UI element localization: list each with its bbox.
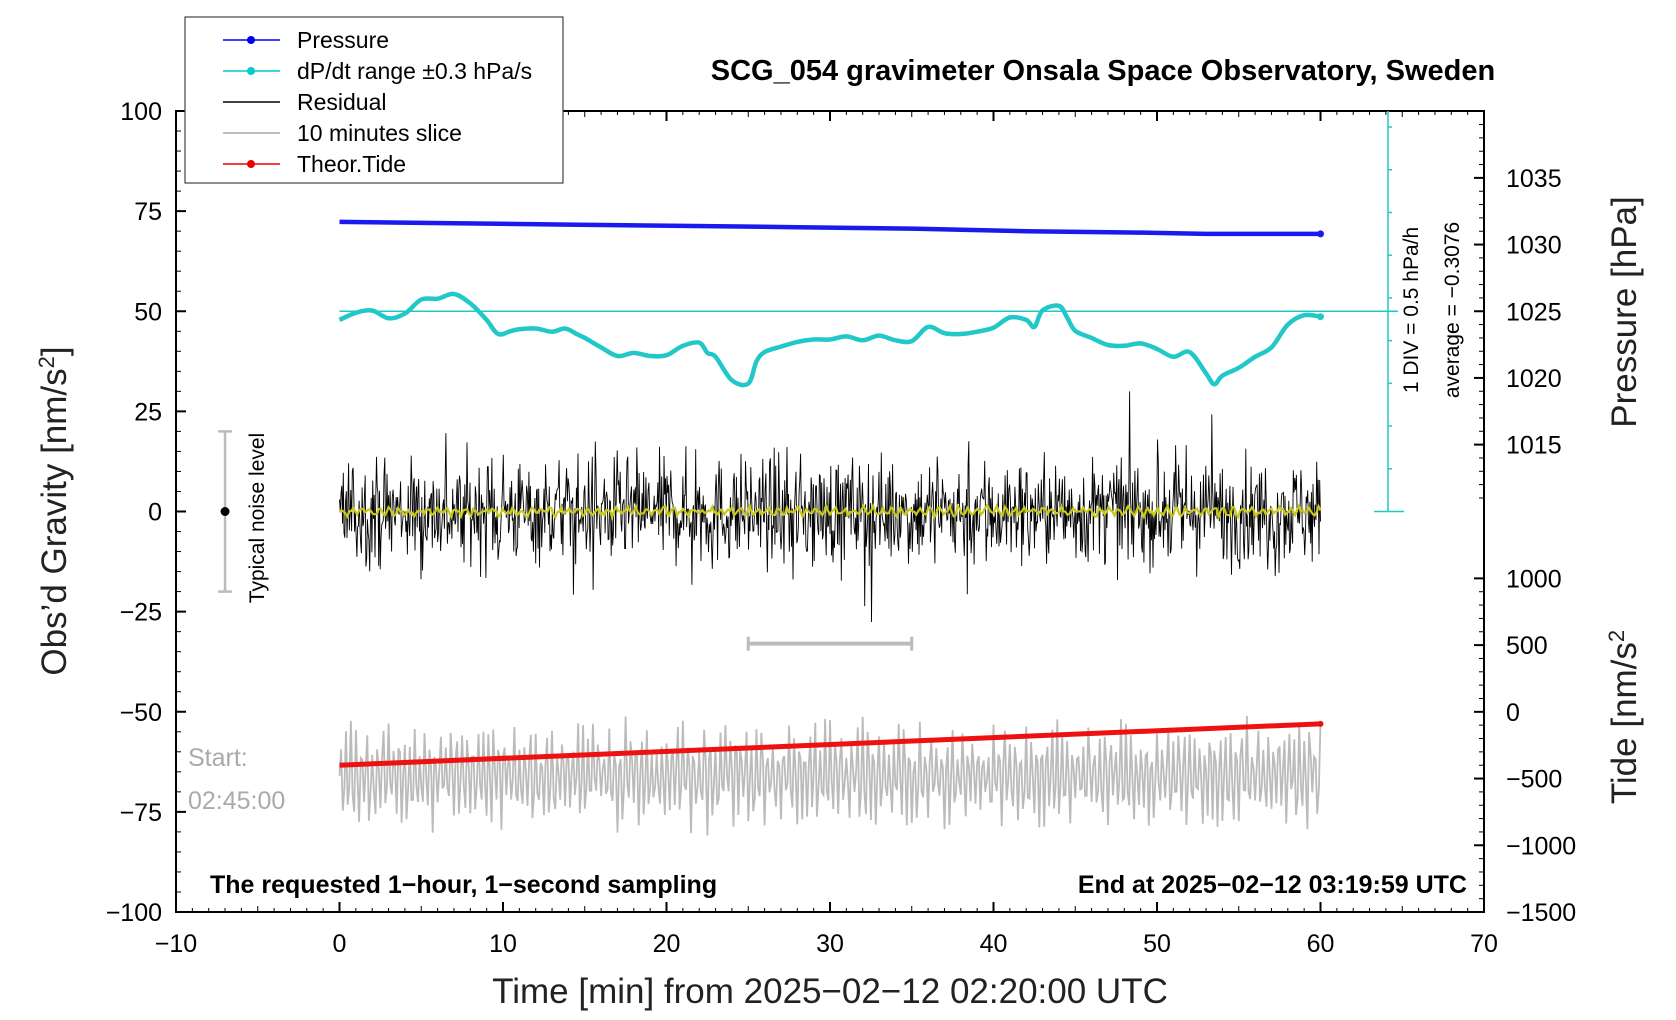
legend-marker <box>247 67 255 75</box>
pressure-tick-label: 1020 <box>1506 365 1562 393</box>
y-axis-label-main: Obs’d Gravity [nm/s <box>35 368 74 675</box>
x-tick-label: 10 <box>489 930 517 958</box>
y-tick-label: −25 <box>120 599 162 627</box>
dpdt-series-line <box>338 291 1321 388</box>
y-axis-label-sup: 2 <box>34 356 59 368</box>
pressure-tick-label: 1015 <box>1506 432 1562 460</box>
x-tick-label: 50 <box>1143 930 1171 958</box>
legend-marker <box>247 36 255 44</box>
chart-title: SCG_054 gravimeter Onsala Space Observat… <box>711 55 1495 87</box>
legend-marker <box>247 160 255 168</box>
tide-axis-label-main: Tide [nm/s <box>1605 642 1644 804</box>
y-tick-label: −50 <box>120 699 162 727</box>
slice-series-line <box>338 715 1322 836</box>
y-tick-label: 0 <box>148 499 162 527</box>
y-axis-label-close: ] <box>35 346 74 356</box>
x-axis-label: Time [min] from 2025−02−12 02:20:00 UTC <box>492 972 1168 1011</box>
tide-axis-label-sup: 2 <box>1604 630 1629 642</box>
residual-series-line <box>339 391 1321 623</box>
tide-series-end-marker <box>1317 720 1324 727</box>
legend-label: Theor.Tide <box>297 151 406 177</box>
start-time: 02:45:00 <box>188 787 285 815</box>
start-label: Start: <box>188 744 248 772</box>
noise-bar-center <box>220 507 230 516</box>
y-tick-label: 100 <box>120 98 162 126</box>
x-tick-label: 30 <box>816 930 844 958</box>
pressure-tick-label: 1025 <box>1506 298 1562 326</box>
noise-level-label: Typical noise level <box>246 433 269 603</box>
x-tick-label: 60 <box>1307 930 1335 958</box>
dpdt-series-end-marker <box>1317 313 1324 321</box>
pressure-axis-label: Pressure [hPa] <box>1605 196 1644 428</box>
legend-label: dP/dt range ±0.3 hPa/s <box>297 58 532 84</box>
dpdt-average-label: average = −0.3076 <box>1441 222 1464 398</box>
axis-ticks: −10 0 10 20 30 40 50 60 70−100−75−50−25025507510… <box>106 98 1577 958</box>
x-tick-label: 20 <box>653 930 681 958</box>
residual-lowpass-line <box>338 502 1322 522</box>
pressure-tick-label: 1030 <box>1506 232 1562 260</box>
overlay-layer <box>218 111 1404 651</box>
pressure-series-line <box>339 219 1321 237</box>
y-tick-label: 75 <box>134 198 162 226</box>
tide-tick-label: 1000 <box>1506 565 1562 593</box>
legend-label: Residual <box>297 89 387 115</box>
legend-box <box>184 16 564 184</box>
x-tick-label: 70 <box>1470 930 1498 958</box>
pressure-series-end-marker <box>1317 230 1324 238</box>
end-time-note: End at 2025−02−12 03:19:59 UTC <box>1078 871 1467 899</box>
y-tick-label: 25 <box>134 398 162 426</box>
sampling-note: The requested 1−hour, 1−second sampling <box>210 871 717 899</box>
y-tick-label: −100 <box>106 899 162 927</box>
tide-axis-label: Tide [nm/s2 <box>1604 630 1644 804</box>
x-tick-label: 40 <box>980 930 1008 958</box>
tide-tick-label: −1000 <box>1506 832 1576 860</box>
pressure-tick-label: 1035 <box>1506 165 1562 193</box>
tide-tick-label: 0 <box>1506 699 1520 727</box>
tide-series-line <box>339 721 1321 768</box>
tide-tick-label: −1500 <box>1506 899 1576 927</box>
tide-tick-label: 500 <box>1506 632 1548 660</box>
y-axis-label: Obs’d Gravity [nm/s2] <box>34 346 74 675</box>
legend: Pressure dP/dt range ±0.3 hPa/s Residual 10… <box>184 16 564 184</box>
y-tick-label: 50 <box>134 298 162 326</box>
x-tick-label: −10 <box>155 930 197 958</box>
dpdt-div-label: 1 DIV = 0.5 hPa/h <box>1400 227 1423 393</box>
x-tick-label: 0 <box>333 930 347 958</box>
tide-tick-label: −500 <box>1506 766 1562 794</box>
legend-label: Pressure <box>297 27 389 53</box>
y-tick-label: −75 <box>120 799 162 827</box>
legend-label: 10 minutes slice <box>297 120 462 146</box>
series-layer <box>338 219 1324 836</box>
